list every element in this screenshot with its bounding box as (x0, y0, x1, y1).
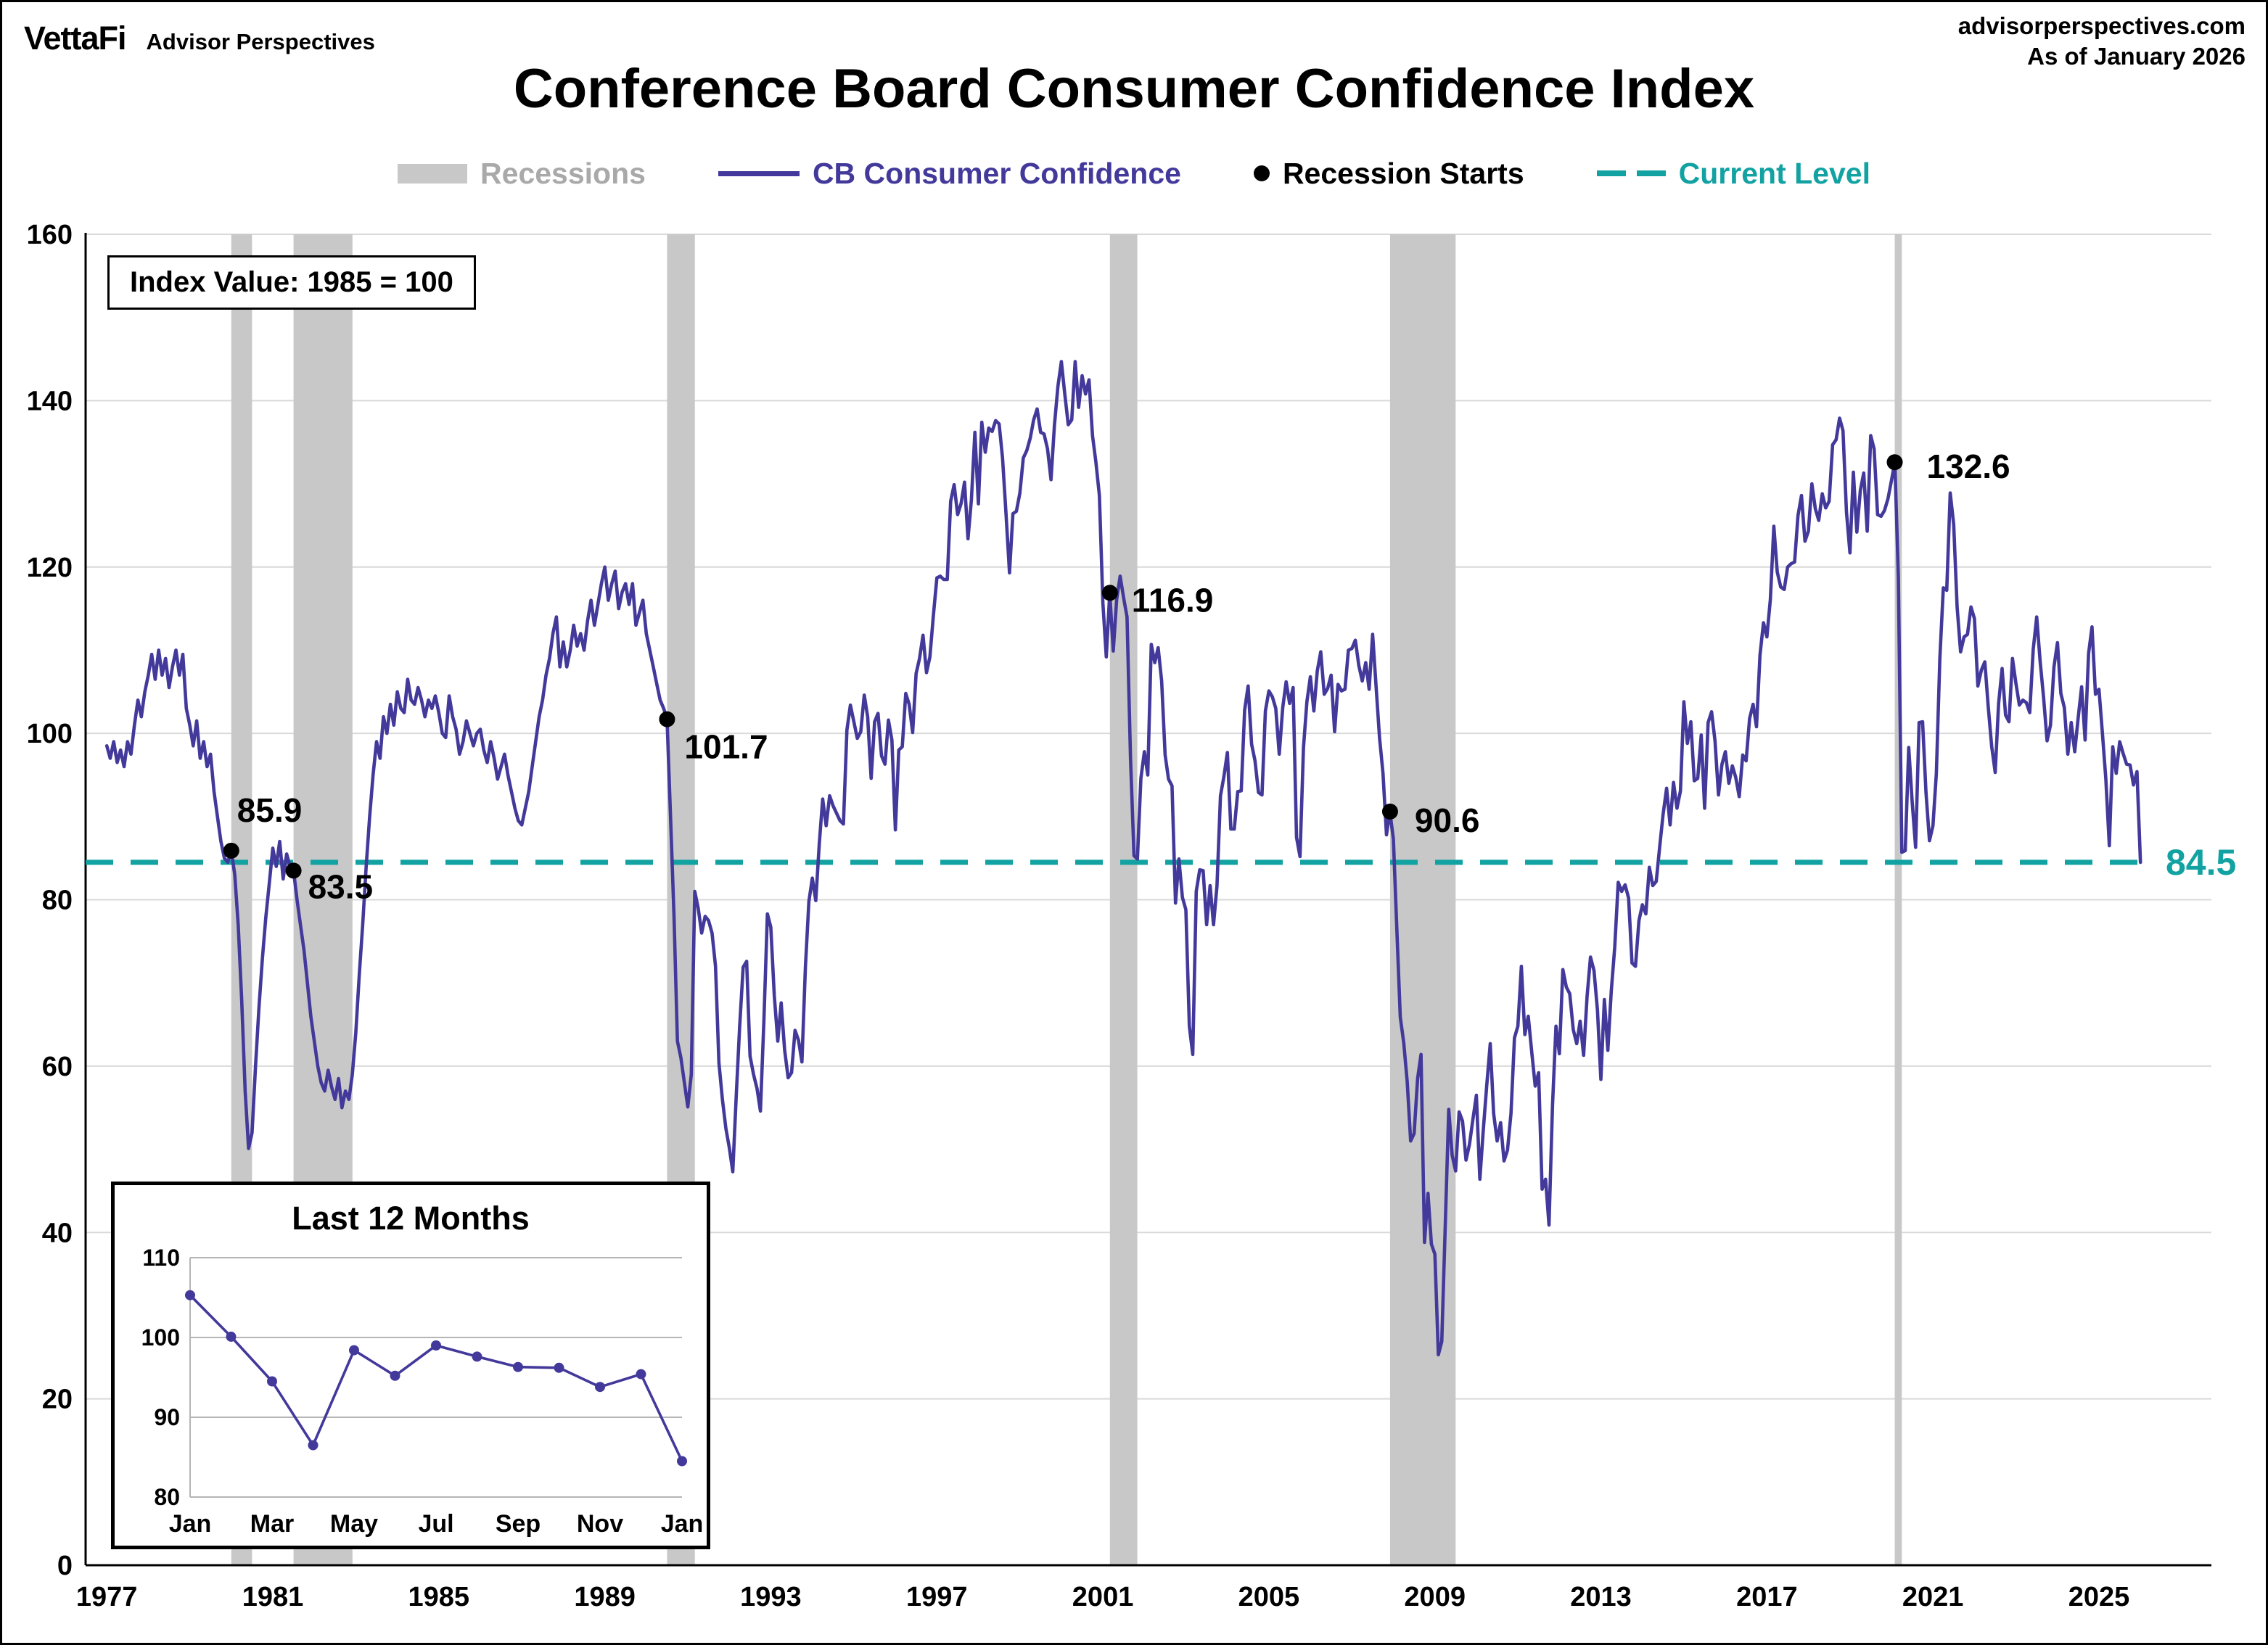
legend-dash (1636, 170, 1666, 176)
y-tick-label: 140 (27, 386, 73, 416)
recession-start-label: 132.6 (1927, 448, 2010, 485)
inset-title: Last 12 Months (292, 1200, 530, 1237)
as-of-date: As of January 2026 (2027, 43, 2246, 70)
legend-item-cb-consumer-confidence: CB Consumer Confidence (718, 157, 1181, 191)
recession-start-dot (285, 862, 302, 879)
inset-point (677, 1456, 687, 1467)
legend-item-recessions: Recessions (398, 157, 646, 191)
recession-start-label: 85.9 (237, 791, 303, 829)
legend-item-recession-starts: Recession Starts (1253, 156, 1524, 191)
inset-point (390, 1370, 400, 1381)
recession-band (1389, 234, 1456, 1565)
recession-band (1894, 234, 1902, 1565)
y-tick-label: 0 (57, 1551, 73, 1581)
inset-x-tick-label: Jan (169, 1510, 212, 1538)
header-right: advisorperspectives.com As of January 20… (1958, 11, 2246, 72)
legend-swatch-recession-starts (1253, 165, 1270, 181)
inset-point (554, 1362, 564, 1373)
inset-x-tick-label: Mar (250, 1510, 294, 1538)
x-tick-label: 1989 (574, 1582, 636, 1612)
inset-x-tick-label: Jan (661, 1510, 704, 1538)
vettafi-logo: VettaFi (24, 20, 127, 57)
legend-label-current-level: Current Level (1678, 156, 1870, 190)
x-tick-label: 2017 (1736, 1582, 1798, 1612)
advisor-perspectives-label: Advisor Perspectives (146, 29, 375, 54)
legend-swatch-current-level (1596, 170, 1666, 176)
recession-start-dot (1381, 803, 1398, 820)
legend-swatch-recessions (398, 163, 468, 184)
recession-start-label: 90.6 (1415, 801, 1480, 839)
recession-start-dot (223, 842, 239, 859)
header-left: VettaFi Advisor Perspectives (24, 20, 375, 57)
legend-item-current-level: Current Level (1596, 156, 1870, 191)
recession-start-label: 116.9 (1132, 581, 1214, 619)
inset-x-tick-label: Nov (577, 1510, 623, 1538)
inset-chart-canvas: 80 90 100 110 Jan Mar May Jul Sep Nov Jan (141, 1245, 704, 1538)
inset-point (595, 1382, 605, 1393)
inset-x-tick-label: May (330, 1510, 378, 1538)
legend-dash (1596, 170, 1626, 176)
x-tick-label: 2001 (1072, 1582, 1134, 1612)
legend-label-recessions: Recessions (480, 156, 646, 190)
chart-title: Conference Board Consumer Confidence Ind… (513, 58, 1755, 120)
current-level-value: 84.5 (2166, 842, 2236, 883)
inset-point (513, 1361, 523, 1372)
recession-start-label: 101.7 (684, 728, 768, 766)
inset-point (308, 1440, 319, 1451)
inset-last-12-months: Last 12 Months 80 90 100 110 Jan Mar May Jul Sep… (111, 1182, 710, 1549)
inset-y-tick-label: 90 (154, 1404, 180, 1430)
x-tick-label: 1985 (408, 1582, 470, 1612)
inset-point (472, 1351, 482, 1362)
x-tick-label: 2025 (2068, 1582, 2130, 1612)
y-tick-label: 160 (27, 220, 73, 250)
x-tick-label: 2013 (1570, 1582, 1632, 1612)
inset-point (349, 1345, 359, 1356)
source-url: advisorperspectives.com (1957, 12, 2246, 39)
inset-point (636, 1369, 646, 1380)
inset-point (226, 1331, 237, 1342)
inset-point (431, 1340, 441, 1351)
inset-line (189, 1294, 683, 1462)
legend-label-cb-consumer-confidence: CB Consumer Confidence (812, 156, 1181, 190)
y-tick-label: 100 (27, 719, 73, 749)
y-tick-label: 80 (42, 886, 73, 916)
inset-point (185, 1290, 195, 1300)
inset-point (267, 1376, 277, 1387)
inset-x-tick-label: Sep (496, 1510, 541, 1538)
inset-y-tick-label: 80 (154, 1484, 180, 1510)
chart-legend: Recessions CB Consumer Confidence Recess… (2, 152, 2266, 195)
inset-x-tick-label: Jul (418, 1510, 453, 1538)
x-tick-label: 2005 (1238, 1582, 1300, 1612)
inset-y-tick-label: 110 (142, 1245, 180, 1271)
y-tick-label: 40 (42, 1218, 73, 1248)
y-tick-label: 60 (42, 1052, 73, 1082)
x-tick-label: 1993 (740, 1582, 802, 1612)
x-tick-label: 1981 (242, 1582, 304, 1612)
x-tick-label: 1977 (76, 1582, 138, 1612)
y-tick-label: 20 (42, 1385, 73, 1415)
cb-consumer-confidence-line (104, 360, 2142, 1357)
x-tick-label: 2021 (1902, 1582, 1964, 1612)
index-note: Index Value: 1985 = 100 (107, 255, 476, 310)
legend-swatch-confidence-line (718, 170, 800, 176)
legend-label-recession-starts: Recession Starts (1282, 156, 1524, 190)
recession-start-dot (659, 711, 675, 727)
recession-start-dot (1101, 585, 1118, 601)
y-tick-label: 120 (27, 553, 73, 583)
inset-y-tick-label: 100 (141, 1324, 180, 1351)
recession-start-dot (1886, 454, 1903, 471)
x-tick-label: 2009 (1404, 1582, 1466, 1612)
x-tick-label: 1997 (906, 1582, 968, 1612)
recession-band (1109, 234, 1138, 1565)
recession-start-label: 83.5 (308, 867, 374, 905)
